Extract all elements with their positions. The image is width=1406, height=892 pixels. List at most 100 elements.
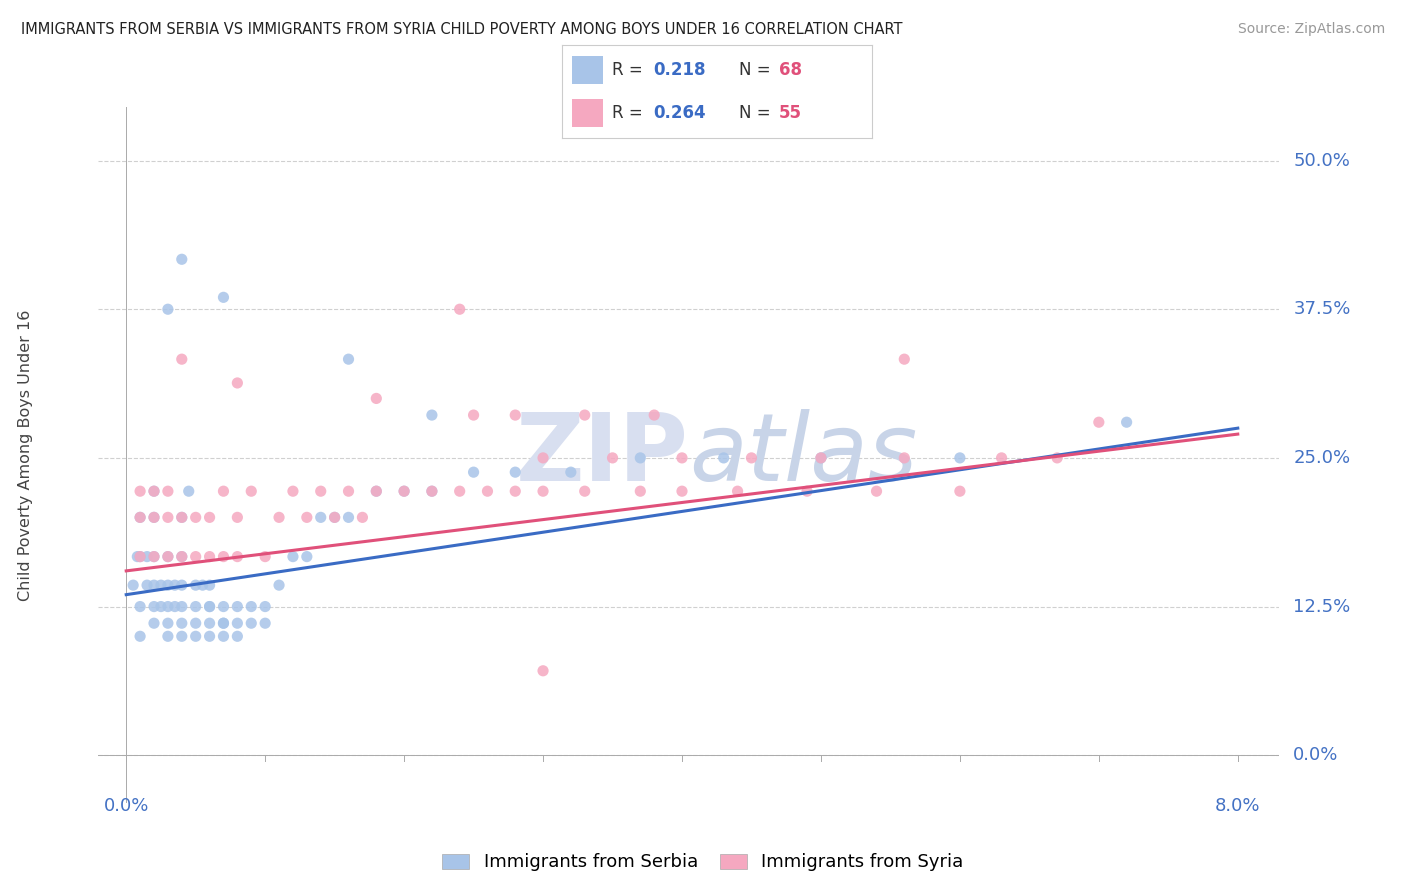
- Point: [198, 578, 221, 592]
- Point: [136, 578, 159, 592]
- Point: [226, 599, 249, 614]
- Point: [212, 616, 235, 631]
- Text: 0.0%: 0.0%: [1294, 747, 1339, 764]
- Point: [129, 549, 152, 564]
- Point: [198, 599, 221, 614]
- Point: [893, 352, 915, 367]
- Text: 8.0%: 8.0%: [1215, 797, 1261, 815]
- Point: [156, 599, 179, 614]
- Point: [352, 510, 374, 524]
- Point: [713, 450, 735, 465]
- Point: [149, 578, 172, 592]
- Point: [129, 510, 152, 524]
- Text: R =: R =: [612, 104, 648, 122]
- Point: [198, 629, 221, 643]
- Point: [226, 629, 249, 643]
- Point: [143, 578, 166, 592]
- Point: [184, 599, 207, 614]
- Point: [366, 484, 388, 499]
- Point: [212, 290, 235, 304]
- Point: [212, 629, 235, 643]
- Point: [198, 510, 221, 524]
- Point: [1046, 450, 1069, 465]
- Point: [127, 549, 149, 564]
- Point: [463, 465, 485, 479]
- Point: [503, 484, 526, 499]
- Point: [323, 510, 346, 524]
- Point: [240, 484, 263, 499]
- Point: [449, 302, 471, 317]
- Point: [449, 484, 471, 499]
- Point: [170, 629, 193, 643]
- Point: [309, 510, 332, 524]
- Point: [156, 302, 179, 317]
- Text: 37.5%: 37.5%: [1294, 301, 1351, 318]
- Point: [212, 549, 235, 564]
- Point: [574, 484, 596, 499]
- Point: [129, 484, 152, 499]
- Point: [156, 549, 179, 564]
- Point: [156, 616, 179, 631]
- Point: [198, 599, 221, 614]
- Point: [163, 599, 186, 614]
- Point: [170, 352, 193, 367]
- Point: [281, 484, 304, 499]
- Point: [184, 578, 207, 592]
- Text: 68: 68: [779, 61, 801, 78]
- Point: [366, 392, 388, 406]
- Point: [574, 408, 596, 422]
- Point: [143, 599, 166, 614]
- Point: [740, 450, 762, 465]
- Point: [170, 510, 193, 524]
- Point: [191, 578, 214, 592]
- Point: [267, 510, 290, 524]
- Point: [156, 510, 179, 524]
- Point: [226, 376, 249, 390]
- Point: [671, 484, 693, 499]
- Point: [643, 408, 665, 422]
- Point: [170, 549, 193, 564]
- Point: [156, 629, 179, 643]
- Point: [170, 616, 193, 631]
- Point: [163, 578, 186, 592]
- Point: [198, 616, 221, 631]
- Text: 0.264: 0.264: [654, 104, 706, 122]
- Point: [990, 450, 1012, 465]
- Text: IMMIGRANTS FROM SERBIA VS IMMIGRANTS FROM SYRIA CHILD POVERTY AMONG BOYS UNDER 1: IMMIGRANTS FROM SERBIA VS IMMIGRANTS FRO…: [21, 22, 903, 37]
- Point: [170, 549, 193, 564]
- Point: [156, 484, 179, 499]
- Point: [503, 465, 526, 479]
- Point: [226, 616, 249, 631]
- Bar: [572, 99, 603, 127]
- Legend: Immigrants from Serbia, Immigrants from Syria: Immigrants from Serbia, Immigrants from …: [436, 847, 970, 879]
- Point: [156, 549, 179, 564]
- Point: [170, 252, 193, 267]
- Point: [420, 484, 443, 499]
- Point: [129, 510, 152, 524]
- Point: [602, 450, 624, 465]
- Point: [184, 629, 207, 643]
- Point: [337, 484, 360, 499]
- Point: [212, 616, 235, 631]
- Text: atlas: atlas: [689, 409, 917, 500]
- Point: [531, 484, 554, 499]
- Text: 0.0%: 0.0%: [104, 797, 149, 815]
- Point: [295, 510, 318, 524]
- Point: [156, 578, 179, 592]
- Text: 12.5%: 12.5%: [1294, 598, 1351, 615]
- Text: 55: 55: [779, 104, 801, 122]
- Point: [143, 549, 166, 564]
- Point: [184, 549, 207, 564]
- Point: [392, 484, 415, 499]
- Point: [810, 450, 832, 465]
- Point: [337, 352, 360, 367]
- Point: [143, 616, 166, 631]
- Point: [309, 484, 332, 499]
- Point: [420, 408, 443, 422]
- Text: ZIP: ZIP: [516, 409, 689, 501]
- Bar: [572, 56, 603, 84]
- Point: [671, 450, 693, 465]
- Text: 50.0%: 50.0%: [1294, 152, 1350, 169]
- Point: [1088, 415, 1111, 429]
- Point: [212, 599, 235, 614]
